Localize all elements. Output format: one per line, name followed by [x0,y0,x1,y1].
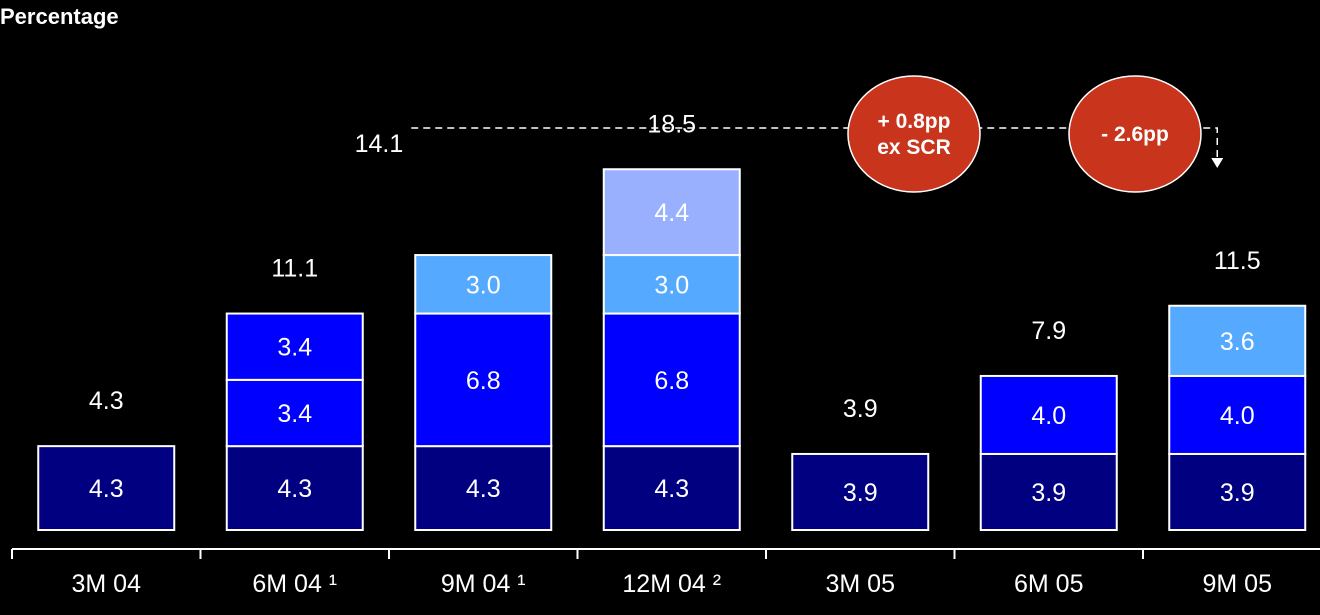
bar-segment [225,378,364,448]
category-label: 6M 04 ¹ [252,570,337,598]
category-label: 3M 04 [72,570,142,598]
total-label: 11.5 [1214,247,1261,275]
bar-segment [225,312,364,381]
segment-label: 4.3 [89,475,124,503]
segment-label: 4.0 [1031,402,1066,430]
bar-segment [414,254,553,315]
bar-segment [1168,452,1307,532]
category-label: 12M 04 ² [622,570,721,598]
segment-label: 3.4 [277,400,312,428]
category-label: 9M 04 ¹ [441,570,526,598]
segment-label: 3.9 [843,479,878,507]
bar-segment [37,445,176,531]
segment-label: 4.3 [654,475,689,503]
segment-label: 6.8 [466,367,501,395]
segment-label: 3.4 [277,334,312,362]
category-label: 9M 05 [1203,570,1272,598]
total-label: 7.9 [1031,317,1066,345]
bar-segment [1168,304,1307,377]
segment-label: 3.9 [1031,479,1066,507]
annotation-bubble [847,75,981,193]
bar-segment [602,312,741,448]
bar-segment [979,452,1118,532]
bar-segment [225,445,364,531]
bar-segment [1168,374,1307,455]
segment-label: 4.4 [654,199,689,227]
total-label: 3.9 [843,395,878,423]
annotation-bubble [1068,75,1202,193]
bar-segment [791,452,930,532]
total-label: 4.3 [89,387,124,415]
segment-label: 4.3 [466,475,501,503]
segment-label: 3.6 [1220,328,1255,356]
bar-segment [414,445,553,531]
segment-label: 4.3 [277,475,312,503]
segment-label: 3.9 [1220,479,1255,507]
bar-segment [602,168,741,257]
segment-label: 3.0 [654,271,689,299]
arrow-head-icon [1211,158,1224,168]
y-axis-label: Percentage [0,4,119,29]
category-label: 6M 05 [1014,570,1083,598]
annotation-text: + 0.8pp [878,110,951,133]
total-label: 14.1 [355,130,404,158]
total-label: 11.1 [271,255,318,283]
segment-label: 4.0 [1220,402,1255,430]
segment-label: 3.0 [466,271,501,299]
category-label: 3M 05 [826,570,895,598]
annotation-text: ex SCR [877,136,951,159]
reference-dashed-line [411,127,1218,158]
bar-segment [602,254,741,315]
annotation-text: - 2.6pp [1101,123,1169,146]
segment-label: 6.8 [654,367,689,395]
total-label: 18.5 [647,110,696,138]
bar-segment [979,374,1118,455]
